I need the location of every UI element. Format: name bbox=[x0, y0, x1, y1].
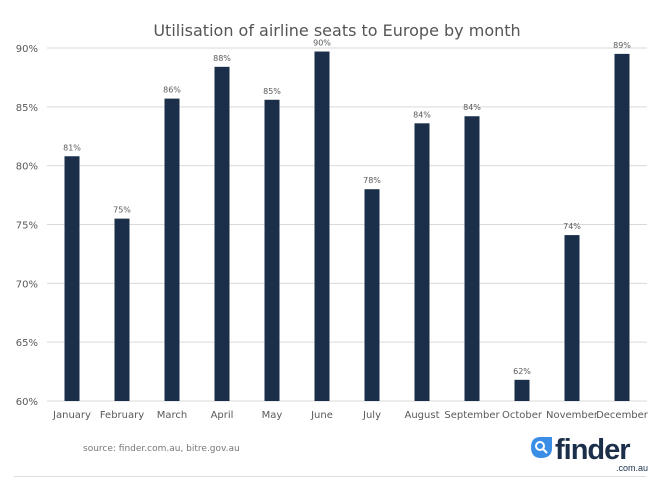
bar-september bbox=[464, 116, 480, 401]
finder-logo: finder .com.au bbox=[531, 434, 648, 473]
y-tick-label: 60% bbox=[16, 397, 38, 408]
svg-text:finder: finder bbox=[555, 434, 630, 466]
x-tick-label: September bbox=[444, 410, 500, 421]
bar-november bbox=[564, 235, 580, 401]
search-icon bbox=[531, 437, 552, 458]
data-label: 84% bbox=[413, 110, 431, 119]
y-tick-label: 75% bbox=[16, 221, 38, 232]
data-label: 85% bbox=[263, 87, 281, 96]
data-label: 75% bbox=[113, 206, 131, 215]
x-tick-label: May bbox=[262, 410, 283, 421]
y-tick-label: 90% bbox=[16, 44, 38, 55]
y-tick-label: 70% bbox=[16, 279, 38, 290]
data-label: 74% bbox=[563, 222, 581, 231]
bar-may bbox=[264, 99, 280, 402]
x-tick-label: March bbox=[157, 410, 187, 421]
bar-july bbox=[364, 189, 380, 401]
x-tick-label: December bbox=[596, 410, 649, 421]
source-note: source: finder.com.au, bitre.gov.au bbox=[83, 444, 240, 454]
bar-august bbox=[414, 123, 430, 401]
data-label: 62% bbox=[513, 367, 531, 376]
data-label: 78% bbox=[363, 176, 381, 185]
svg-text:.com.au: .com.au bbox=[616, 463, 648, 473]
bar-march bbox=[164, 98, 180, 401]
data-label: 88% bbox=[213, 54, 231, 63]
bar-october bbox=[514, 379, 530, 401]
x-tick-label: April bbox=[211, 410, 234, 421]
x-tick-label: August bbox=[405, 410, 440, 421]
bar-december bbox=[614, 53, 630, 402]
bottom-divider bbox=[14, 476, 646, 477]
x-tick-label: October bbox=[502, 410, 543, 421]
bar-april bbox=[214, 66, 230, 402]
bar-june bbox=[314, 51, 330, 401]
x-tick-label: February bbox=[100, 410, 144, 421]
chart-title: Utilisation of airline seats to Europe b… bbox=[153, 21, 520, 40]
y-tick-label: 85% bbox=[16, 103, 38, 114]
data-label: 84% bbox=[463, 103, 481, 112]
data-label: 81% bbox=[63, 143, 81, 152]
x-tick-label: July bbox=[362, 410, 381, 421]
data-label: 90% bbox=[313, 39, 331, 48]
x-tick-label: June bbox=[310, 410, 333, 421]
data-label: 86% bbox=[163, 86, 181, 95]
x-tick-label: November bbox=[546, 410, 599, 421]
y-tick-label: 65% bbox=[16, 338, 38, 349]
y-tick-label: 80% bbox=[16, 162, 38, 173]
bar-february bbox=[114, 218, 130, 401]
data-label: 89% bbox=[613, 41, 631, 50]
bar-january bbox=[64, 156, 80, 401]
x-tick-label: January bbox=[52, 410, 91, 421]
bar-chart: Utilisation of airline seats to Europe b… bbox=[16, 21, 649, 421]
